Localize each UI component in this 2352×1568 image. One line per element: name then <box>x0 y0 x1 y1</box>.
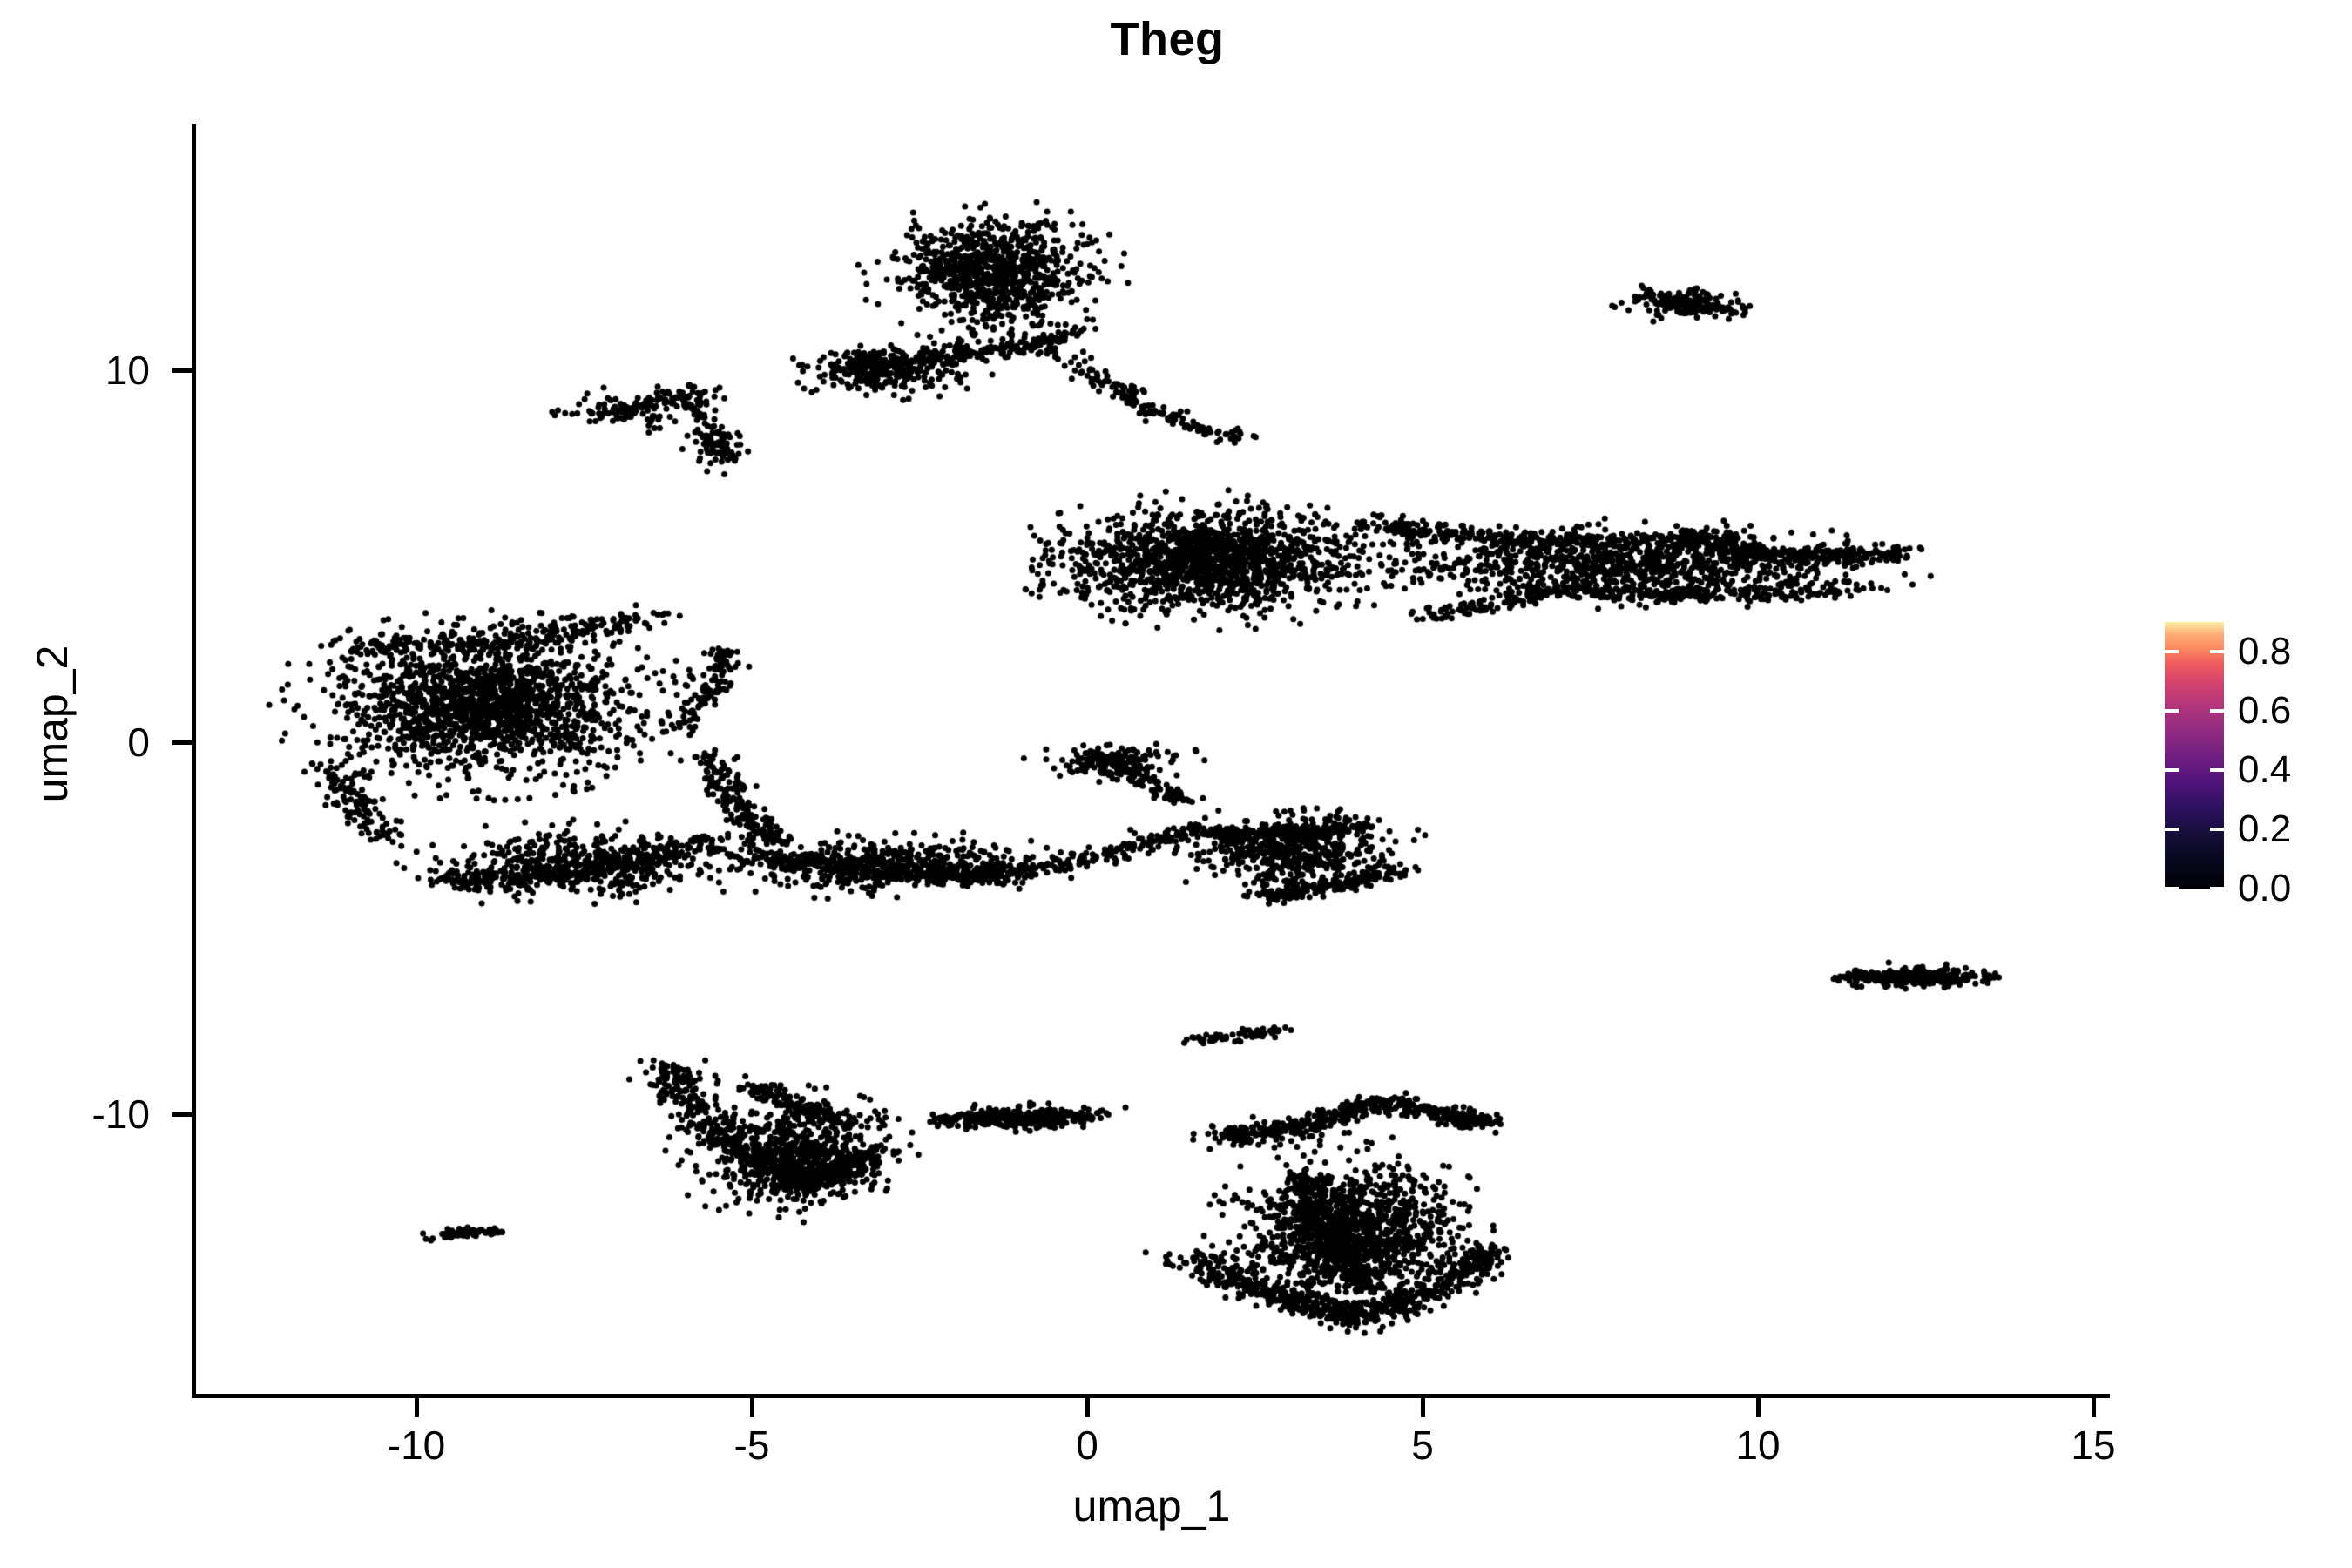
y-axis-title: umap_2 <box>28 645 77 803</box>
colorbar-legend: 0.8 0.6 0.4 0.2 0.0 <box>2165 622 2348 909</box>
x-tick-label: 0 <box>1076 1423 1098 1468</box>
x-axis-line <box>192 1394 2110 1398</box>
x-tick-label: -5 <box>733 1423 770 1468</box>
colorbar-tick-label: 0.4 <box>2238 748 2292 791</box>
x-tick-mark <box>750 1398 754 1417</box>
y-tick-label: 10 <box>105 348 150 393</box>
x-tick-mark <box>415 1398 419 1417</box>
colorbar-tick-label: 0.0 <box>2238 867 2292 909</box>
colorbar-tick-label: 0.2 <box>2238 808 2292 850</box>
x-tick-mark <box>1085 1398 1090 1417</box>
x-axis-title: umap_1 <box>1072 1482 1231 1531</box>
x-tick-label: 5 <box>1411 1423 1434 1468</box>
x-tick-mark <box>1421 1398 1425 1417</box>
x-tick-label: 15 <box>2071 1423 2116 1468</box>
y-tick-mark <box>172 368 192 373</box>
y-tick-label: -10 <box>91 1092 150 1137</box>
plot-panel <box>195 124 2108 1396</box>
colorbar-tick-label: 0.8 <box>2238 630 2292 672</box>
scatter-points-layer <box>195 124 2108 1396</box>
x-tick-label: 10 <box>1735 1423 1781 1468</box>
y-tick-mark <box>172 1112 192 1117</box>
y-axis-line <box>192 124 196 1398</box>
page-title: Theg <box>1110 13 1225 65</box>
x-tick-mark <box>2092 1398 2096 1417</box>
y-tick-label: 0 <box>127 720 150 765</box>
colorbar-tick-label: 0.6 <box>2238 689 2292 732</box>
y-tick-mark <box>172 740 192 745</box>
colorbar-gradient <box>2165 622 2224 889</box>
x-tick-mark <box>1756 1398 1761 1417</box>
x-tick-label: -10 <box>387 1423 446 1468</box>
